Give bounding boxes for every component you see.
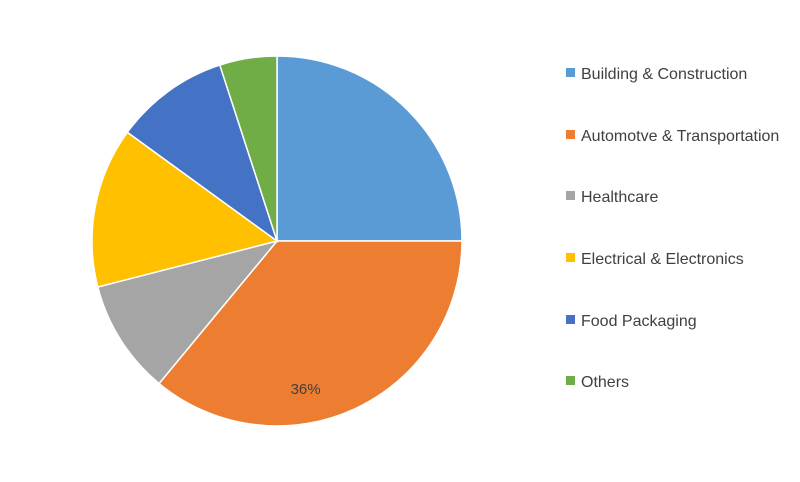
pie-slice	[158, 240, 463, 427]
legend-swatch	[566, 130, 575, 139]
data-label: 36%	[291, 381, 321, 398]
legend-item: Others	[566, 371, 781, 394]
legend-item: Electrical & Electronics	[566, 248, 781, 271]
legend-label: Building & Construction	[581, 66, 748, 83]
legend-label: Food Packaging	[581, 313, 697, 330]
legend-swatch	[566, 253, 575, 262]
legend-label: Healthcare	[581, 189, 659, 206]
legend-label: Others	[581, 374, 630, 391]
legend-swatch	[566, 191, 575, 200]
pie-slice	[276, 55, 463, 242]
legend-label: Automotve & Transportation	[581, 128, 780, 145]
legend-swatch	[566, 376, 575, 385]
legend-swatch	[566, 315, 575, 324]
legend-item: Healthcare	[566, 186, 781, 209]
pie-slice	[126, 64, 279, 243]
pie-slice	[91, 131, 279, 288]
pie-slice	[218, 55, 278, 242]
legend-item: Food Packaging	[566, 310, 781, 333]
legend-item: Automotve & Transportation	[566, 125, 781, 148]
pie-slice	[96, 239, 280, 385]
legend-label: Electrical & Electronics	[581, 251, 744, 268]
legend-swatch	[566, 68, 575, 77]
legend-item: Building & Construction	[566, 63, 781, 86]
